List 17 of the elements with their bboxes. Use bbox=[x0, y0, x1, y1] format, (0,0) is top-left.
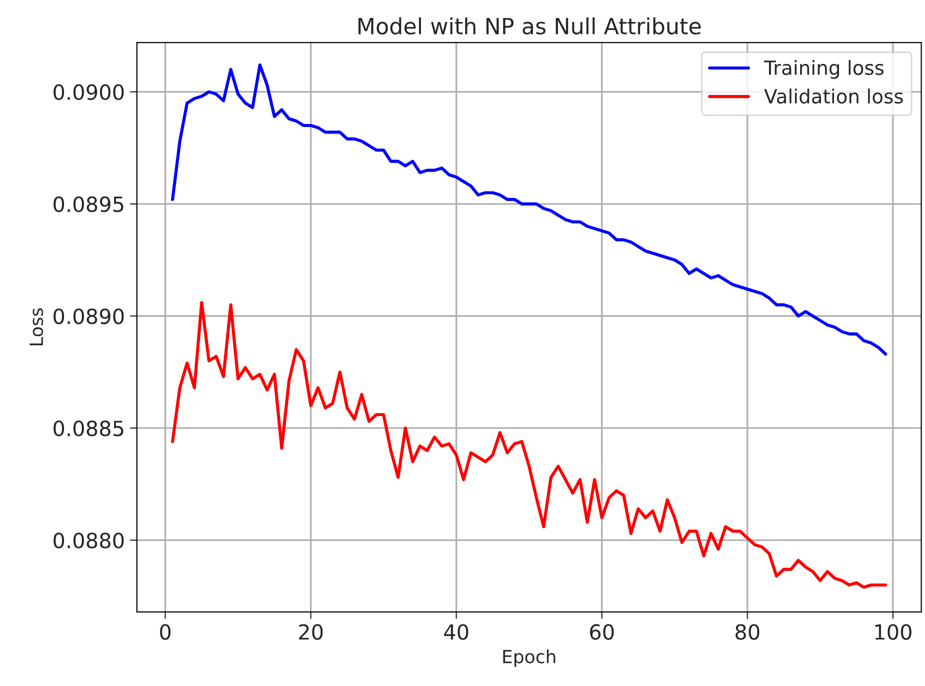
x-axis-title: Epoch bbox=[503, 649, 556, 667]
x-tick-label: 60 bbox=[590, 624, 614, 640]
x-tick-label: 100 bbox=[875, 624, 912, 640]
y-tick-label: 0.0895 bbox=[54, 196, 124, 212]
y-tick-label: 0.0890 bbox=[54, 308, 124, 324]
legend-label: Validation loss bbox=[764, 88, 903, 104]
x-tick-label: 20 bbox=[299, 624, 323, 640]
x-tick-label: 0 bbox=[160, 624, 171, 640]
y-axis-title: Loss bbox=[30, 308, 44, 346]
x-tick-label: 80 bbox=[736, 624, 760, 640]
line-series bbox=[171, 301, 888, 589]
y-tick-label: 0.0885 bbox=[54, 420, 124, 436]
x-tick-label: 40 bbox=[444, 624, 468, 640]
y-tick-label: 0.0900 bbox=[54, 84, 124, 100]
legend-label: Training loss bbox=[764, 60, 884, 79]
y-tick-label: 0.0880 bbox=[54, 532, 124, 548]
chart-title: Model with NP as Null Attribute bbox=[358, 17, 701, 35]
